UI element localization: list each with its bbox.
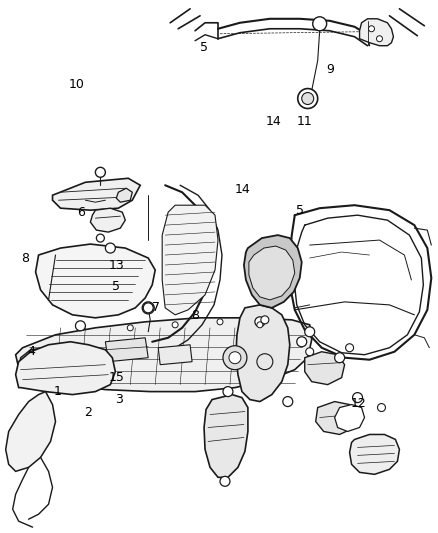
Polygon shape — [316, 401, 357, 434]
Circle shape — [255, 317, 265, 327]
Circle shape — [368, 26, 374, 32]
Circle shape — [172, 322, 178, 328]
Polygon shape — [204, 394, 248, 478]
Circle shape — [75, 321, 85, 331]
Circle shape — [143, 303, 153, 313]
Circle shape — [305, 327, 314, 337]
Text: 2: 2 — [84, 406, 92, 419]
Circle shape — [283, 397, 293, 407]
Text: 12: 12 — [351, 397, 367, 410]
Text: 1: 1 — [53, 385, 61, 398]
Circle shape — [378, 403, 385, 411]
Polygon shape — [162, 205, 218, 315]
Circle shape — [377, 36, 382, 42]
Circle shape — [302, 93, 314, 104]
Text: 14: 14 — [235, 183, 251, 196]
Circle shape — [220, 477, 230, 486]
Polygon shape — [6, 392, 56, 471]
Circle shape — [223, 346, 247, 370]
Polygon shape — [249, 246, 295, 300]
Circle shape — [217, 319, 223, 325]
Circle shape — [313, 17, 327, 31]
Polygon shape — [19, 348, 92, 390]
Text: 5: 5 — [113, 280, 120, 293]
Circle shape — [257, 354, 273, 370]
Text: 5: 5 — [296, 204, 304, 217]
Circle shape — [96, 234, 104, 242]
Text: 4: 4 — [27, 345, 35, 358]
Polygon shape — [244, 235, 302, 308]
Text: 7: 7 — [152, 302, 160, 314]
Polygon shape — [335, 405, 364, 432]
Circle shape — [306, 348, 314, 356]
Polygon shape — [16, 342, 115, 394]
Circle shape — [223, 386, 233, 397]
Text: 9: 9 — [326, 63, 334, 76]
Circle shape — [353, 393, 363, 402]
Polygon shape — [16, 318, 312, 392]
Text: 5: 5 — [200, 41, 208, 54]
Text: 11: 11 — [296, 116, 312, 128]
Text: 15: 15 — [109, 370, 124, 384]
Text: 10: 10 — [69, 78, 85, 91]
Circle shape — [127, 325, 133, 331]
Circle shape — [346, 344, 353, 352]
Circle shape — [261, 316, 269, 324]
Text: 6: 6 — [78, 206, 85, 219]
Polygon shape — [360, 19, 393, 46]
Circle shape — [106, 243, 115, 253]
Text: 13: 13 — [109, 259, 124, 272]
Polygon shape — [236, 305, 290, 401]
Polygon shape — [90, 208, 125, 232]
Circle shape — [297, 337, 307, 347]
Circle shape — [229, 352, 241, 364]
Polygon shape — [305, 352, 345, 385]
Polygon shape — [158, 345, 192, 365]
Text: 5: 5 — [257, 254, 265, 266]
Polygon shape — [350, 434, 399, 474]
Text: 14: 14 — [266, 116, 282, 128]
Circle shape — [298, 88, 318, 109]
Text: 8: 8 — [191, 309, 199, 322]
Circle shape — [95, 167, 106, 177]
Text: 3: 3 — [115, 393, 123, 406]
Circle shape — [257, 322, 263, 328]
Polygon shape — [35, 244, 155, 318]
Polygon shape — [53, 178, 140, 210]
Polygon shape — [117, 188, 132, 202]
Text: 8: 8 — [21, 252, 29, 265]
Circle shape — [335, 353, 345, 362]
Text: 8: 8 — [267, 254, 276, 266]
Circle shape — [142, 302, 154, 314]
Polygon shape — [106, 338, 148, 362]
